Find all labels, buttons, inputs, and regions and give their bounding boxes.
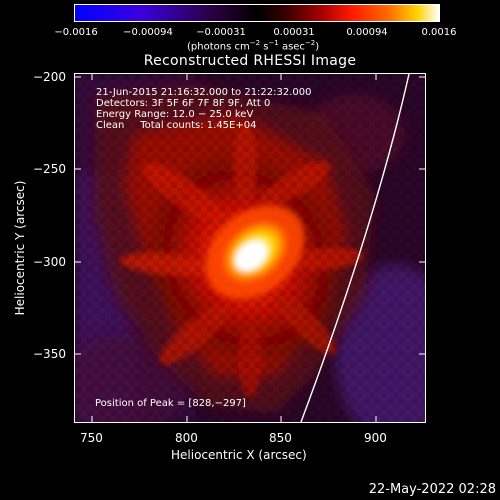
render-timestamp: 22-May-2022 02:28 — [368, 482, 496, 497]
x-axis-label: Heliocentric X (arcsec) — [171, 448, 307, 462]
colorbar-tick-label: −0.00094 — [123, 27, 173, 38]
detectors-info: Detectors: 3F 5F 6F 7F 8F 9F, Att 0 — [96, 98, 271, 109]
algorithm-and-counts: Clean Total counts: 1.45E+04 — [96, 120, 257, 131]
y-axis-label: Heliocentric Y (arcsec) — [13, 180, 27, 316]
peak-position: Position of Peak = [828,−297] — [95, 398, 246, 409]
x-tick-label: 900 — [364, 431, 387, 445]
colorbar — [74, 4, 440, 22]
flare-core — [205, 205, 305, 299]
x-tick-label: 750 — [80, 431, 103, 445]
y-tick-label: −250 — [33, 162, 66, 176]
x-tick-label: 800 — [175, 431, 198, 445]
colorbar-tick-label: −0.00031 — [196, 27, 246, 38]
colorbar-tick-label: 0.0016 — [421, 27, 457, 38]
colorbar-tick-label: 0.00031 — [273, 27, 315, 38]
colorbar-tick-label: −0.0016 — [54, 27, 98, 38]
plot-title: Reconstructed RHESSI Image — [143, 53, 357, 69]
x-tick-label: 850 — [269, 431, 292, 445]
colorbar-unit-label: (photons cm−2 s−1 asec−2) — [187, 39, 320, 53]
solar-limb — [300, 74, 410, 422]
y-tick-label: −300 — [33, 255, 66, 269]
y-tick-label: −350 — [33, 347, 66, 361]
rhessi-image — [75, 74, 425, 422]
observation-time: 21-Jun-2015 21:16:32.000 to 21:22:32.000 — [96, 87, 312, 98]
rhessi-image-plot: 21-Jun-2015 21:16:32.000 to 21:22:32.000… — [74, 73, 426, 423]
energy-range: Energy Range: 12.0 − 25.0 keV — [96, 109, 254, 120]
colorbar-tick-label: 0.00094 — [346, 27, 388, 38]
y-tick-label: −200 — [33, 70, 66, 84]
